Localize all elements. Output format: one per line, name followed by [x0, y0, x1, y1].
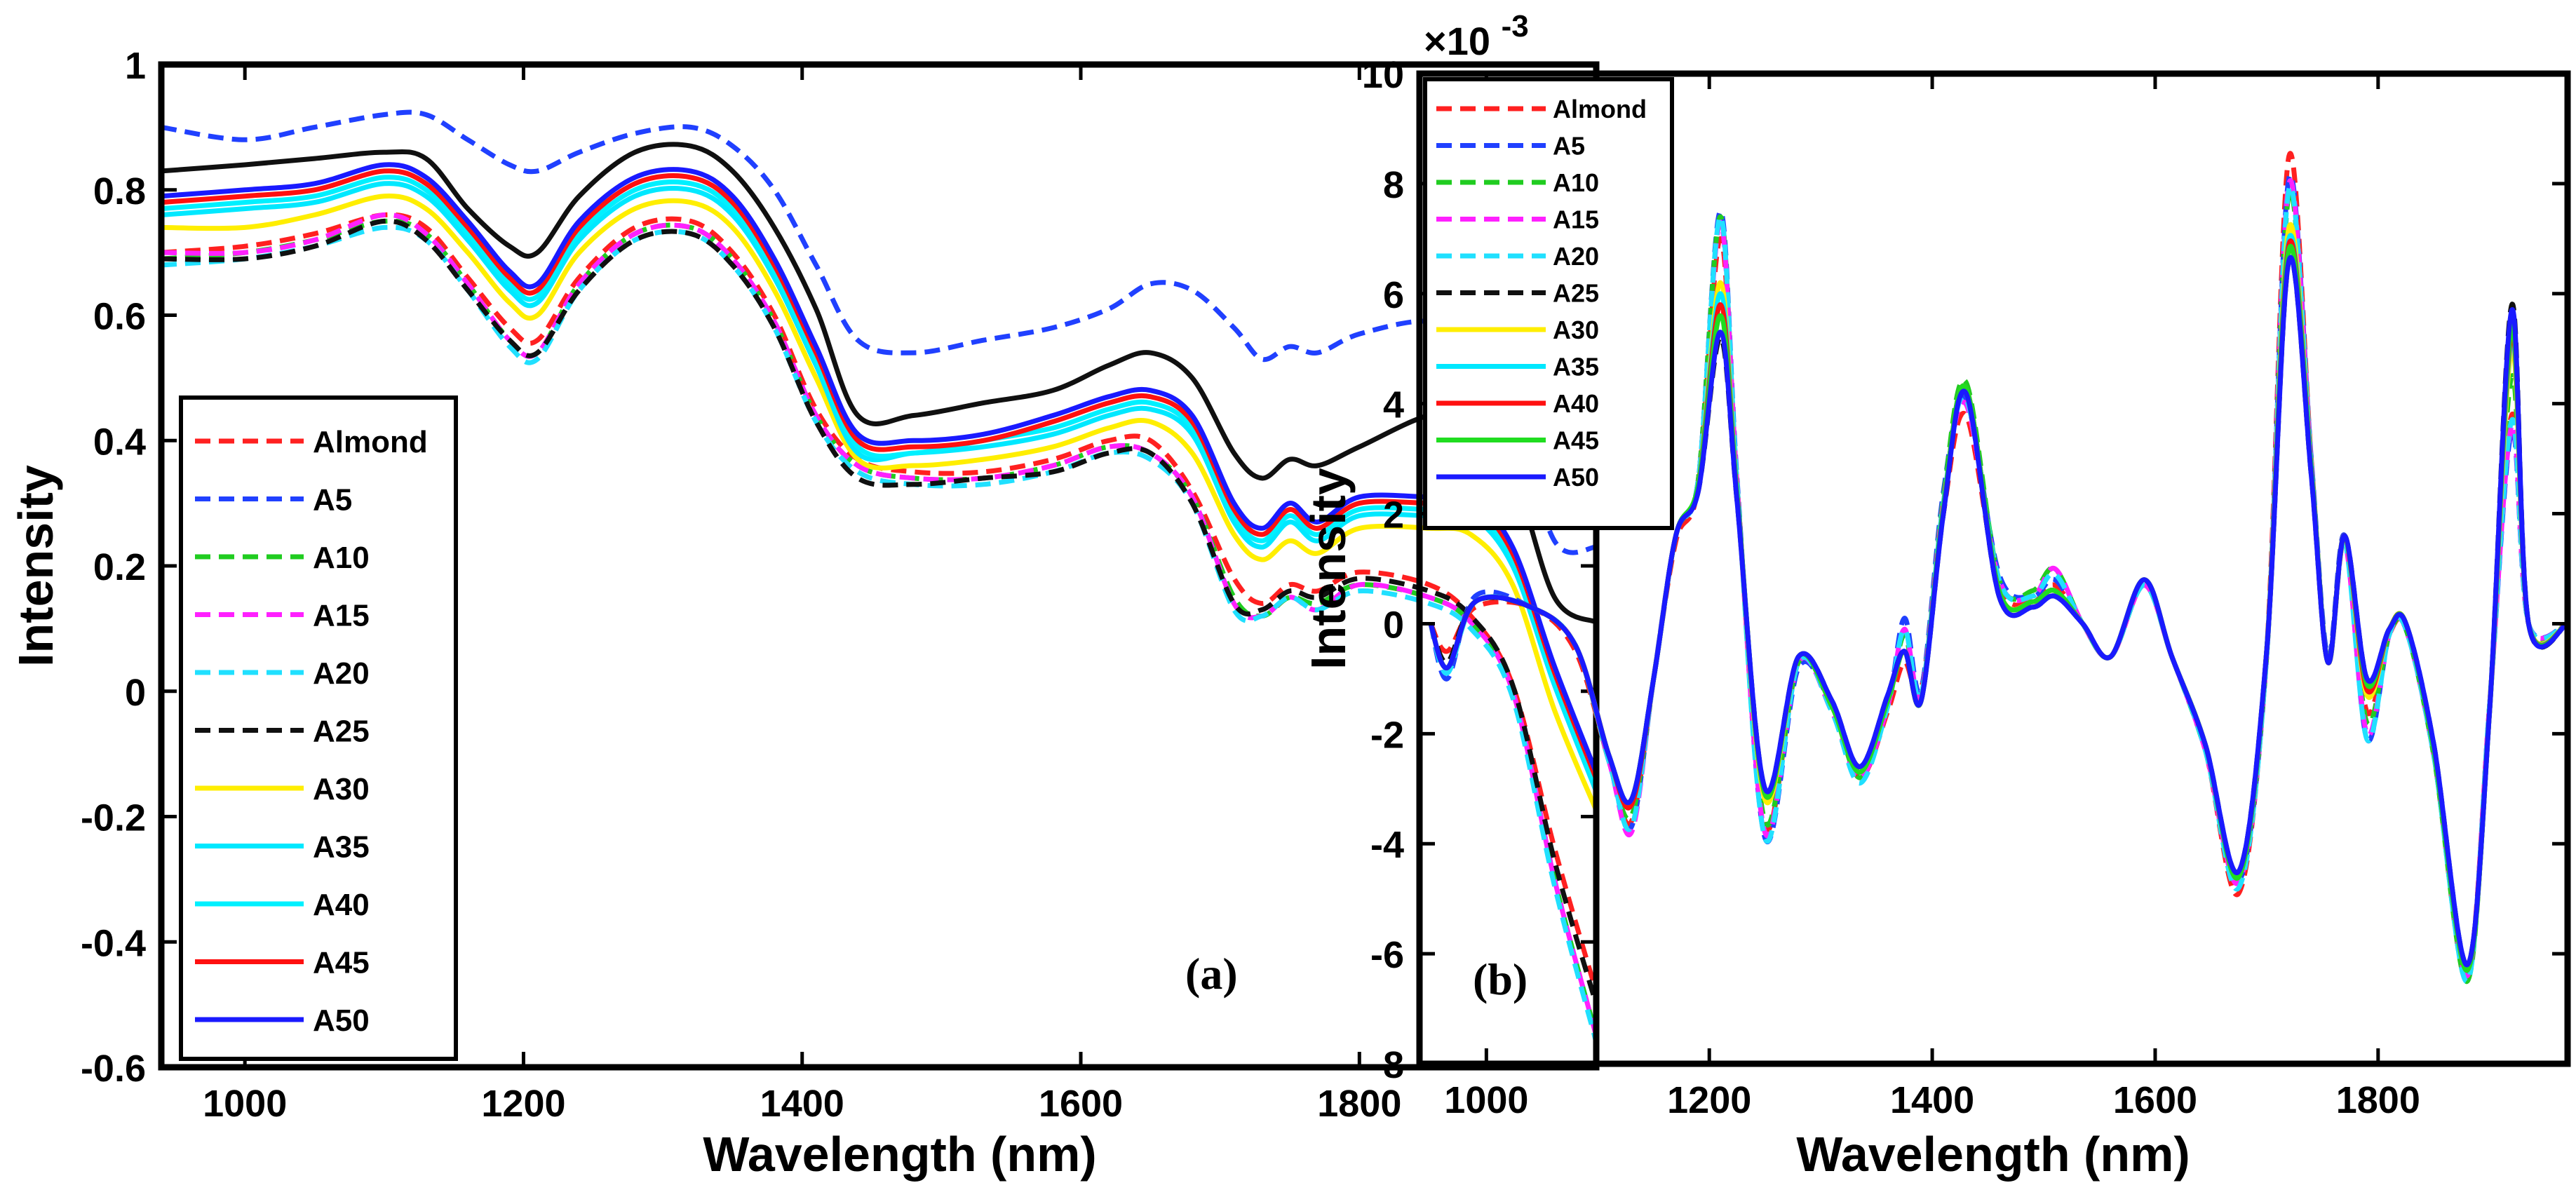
panel-b-exponent-base: ×10	[1424, 19, 1490, 63]
panel-a-legend-label-a5: A5	[313, 482, 352, 517]
panel-a-legend-label-a50: A50	[313, 1003, 370, 1038]
panel-a-ytick-label-7: 0.8	[93, 170, 146, 212]
panel-a-xtick-label-1600: 1600	[1039, 1083, 1123, 1125]
panel-b-ytick-label-7: 6	[1383, 274, 1404, 316]
panel-b-legend-box	[1423, 77, 1674, 530]
panel-a-ytick-label-1: -0.4	[81, 922, 146, 964]
panel-b-xtick-label-1000: 1000	[1444, 1079, 1528, 1121]
panel-b-ylabel: Intensity	[1301, 468, 1356, 670]
panel-b-exponent: ×10 -3	[1424, 9, 1529, 63]
panel-b-legend-label-a25: A25	[1553, 278, 1599, 307]
panel-b-ticks: 1000 1200 1400 1600 1800 -8 -6 -4 -2 0 2 4 6 8 10	[1362, 54, 2568, 1121]
panel-b-label: (b)	[1473, 954, 1528, 1004]
panel-a-legend-label-a25: A25	[313, 714, 370, 748]
panel-b-ytick-label-2: -4	[1370, 824, 1404, 866]
panel-a-legend-label-a30: A30	[313, 772, 370, 806]
panel-b-legend: Almond A5 A10 A15 A20 A25 A30 A35 A40 A45 A50	[1423, 77, 1674, 530]
panel-a-legend-label-a40: A40	[313, 888, 370, 922]
panel-a-ytick-label-2: -0.2	[81, 797, 146, 839]
panel-a-label: (a)	[1185, 949, 1238, 999]
panel-a-ticks: 1000 1200 1400 1600 1800 -0.6 -0.4 -0.2 0 0.2 0.4 0…	[81, 45, 1596, 1125]
panel-a-xtick-label-1000: 1000	[203, 1083, 287, 1125]
panel-b-legend-label-a45: A45	[1553, 426, 1599, 454]
panel-a-series-a50	[161, 162, 1596, 774]
panel-a-series-a5	[161, 109, 1596, 555]
panel-a-xtick-label-1200: 1200	[481, 1083, 565, 1125]
panel-b-ytick-label-9: 10	[1362, 54, 1404, 96]
panel-b-ytick-label-6: 4	[1383, 384, 1404, 426]
panel-a-legend-label-a45: A45	[313, 945, 370, 980]
panel-b-series-almond	[1428, 151, 2568, 973]
panel-b-ytick-label-1: -6	[1370, 934, 1404, 976]
panel-a-series-almond	[161, 212, 1596, 993]
panel-a-ytick-label-6: 0.6	[93, 296, 146, 338]
panel-a-ytick-label-0: -0.6	[81, 1048, 146, 1090]
panel-a-plot-lines	[161, 109, 1596, 1043]
panel-b-series-group	[1428, 151, 2568, 984]
panel-b-legend-label-a10: A10	[1553, 168, 1599, 197]
panel-b-xtick-label-1800: 1800	[2336, 1079, 2420, 1121]
panel-b-legend-label-a30: A30	[1553, 316, 1599, 344]
panel-b-xtick-label-1200: 1200	[1667, 1079, 1751, 1121]
panel-a-ytick-label-8: 1	[125, 45, 146, 87]
panel-b-legend-label-a50: A50	[1553, 463, 1599, 492]
panel-a-legend-label-a15: A15	[313, 598, 370, 633]
panel-b-ytick-label-3: -2	[1370, 714, 1404, 756]
panel-a-legend-label-a20: A20	[313, 656, 370, 691]
panel-a-legend-label-a10: A10	[313, 541, 370, 575]
panel-b-series-a10	[1428, 189, 2568, 984]
panel-a: 1000 1200 1400 1600 1800 -0.6 -0.4 -0.2 0 0.2 0.4 0…	[8, 45, 1600, 1182]
panel-b-xlabel: Wavelength (nm)	[1796, 1127, 2190, 1182]
panel-b-xtick-label-1400: 1400	[1890, 1079, 1974, 1121]
panel-b-exponent-power: -3	[1502, 9, 1529, 43]
panel-b-ytick-label-8: 8	[1383, 164, 1404, 206]
panel-b-plot-lines	[1428, 151, 2568, 984]
panel-b-ytick-label-5: 2	[1383, 494, 1404, 536]
panel-a-xlabel: Wavelength (nm)	[703, 1127, 1096, 1182]
panel-b-legend-label-almond: Almond	[1553, 95, 1647, 123]
panel-a-series-a15	[161, 212, 1596, 1037]
panel-b-axes-frame	[1416, 70, 2571, 1067]
panel-a-legend: Almond A5 A10 A15 A20 A25 A30 A35 A40 A45 A50	[179, 395, 458, 1061]
panel-a-ytick-label-4: 0.2	[93, 546, 146, 588]
panel-b-series-a50	[1428, 255, 2568, 968]
panel-b-ytick-label-4: 0	[1383, 604, 1404, 646]
panel-a-ytick-label-3: 0	[125, 672, 146, 714]
panel-b-legend-label-a40: A40	[1553, 389, 1599, 418]
panel-b-xtick-label-1600: 1600	[2113, 1079, 2197, 1121]
panel-a-series-a40	[161, 175, 1596, 787]
panel-a-series-group	[161, 109, 1596, 1043]
panel-a-series-a45	[161, 168, 1596, 780]
panel-b-ytick-label-0: -8	[1370, 1044, 1404, 1086]
panel-b-legend-label-a5: A5	[1553, 131, 1585, 160]
panel-a-ylabel: Intensity	[8, 465, 63, 667]
panel-a-legend-label-almond: Almond	[313, 425, 428, 459]
panel-b-legend-label-a35: A35	[1553, 352, 1599, 381]
panel-a-series-a30	[161, 193, 1596, 811]
panel-a-series-extra-0	[161, 142, 1596, 625]
panel-a-ytick-label-5: 0.4	[93, 421, 146, 463]
panel-b-legend-label-a20: A20	[1553, 242, 1599, 271]
panel-a-xtick-label-1400: 1400	[760, 1083, 844, 1125]
panel-a-xtick-label-1800: 1800	[1317, 1083, 1401, 1125]
panel-a-legend-label-a35: A35	[313, 830, 370, 864]
panel-b-legend-label-a15: A15	[1553, 205, 1599, 234]
